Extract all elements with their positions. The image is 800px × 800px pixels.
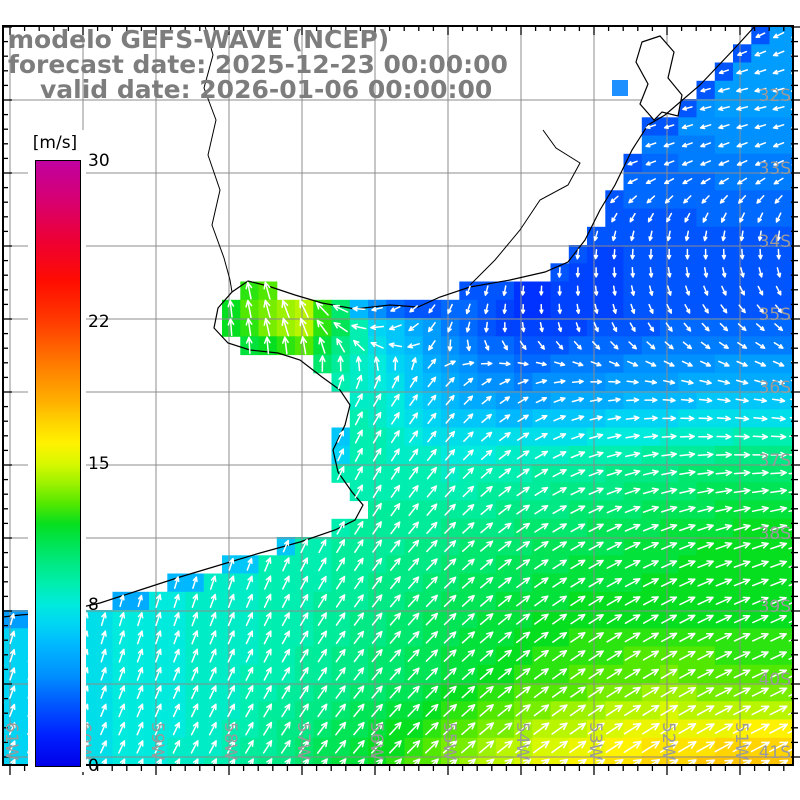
- svg-text:59W: 59W: [147, 722, 167, 761]
- svg-text:32S: 32S: [759, 86, 791, 106]
- colorbar-tick-label: 22: [88, 312, 110, 333]
- forecast-date-label: forecast date: 2025-12-23 00:00:00: [8, 50, 508, 79]
- colorbar-unit-label: [m/s]: [32, 133, 78, 153]
- svg-text:61W: 61W: [1, 722, 21, 761]
- svg-text:53W: 53W: [585, 722, 605, 761]
- svg-text:37S: 37S: [759, 451, 791, 471]
- svg-text:35S: 35S: [759, 305, 791, 325]
- colorbar-tick-label: 8: [88, 594, 99, 615]
- svg-text:57W: 57W: [293, 722, 313, 761]
- colorbar-tick-label: 30: [88, 151, 110, 171]
- model-title: modelo GEFS-WAVE (NCEP): [8, 25, 390, 54]
- svg-text:51W: 51W: [731, 722, 751, 761]
- map-frame-and-ticks: [2, 25, 800, 775]
- svg-text:54W: 54W: [512, 722, 532, 761]
- svg-text:52W: 52W: [658, 722, 678, 761]
- svg-text:33S: 33S: [759, 159, 791, 179]
- colorbar-legend: [m/s]: [28, 130, 86, 772]
- coastline-and-rivers: [2, 25, 756, 618]
- latlon-labels: 61W60W59W58W57W56W55W54W53W52W51W32S33S3…: [1, 86, 791, 763]
- svg-text:55W: 55W: [439, 722, 459, 761]
- colorbar-tick-label: 0: [88, 756, 99, 776]
- svg-text:41S: 41S: [759, 743, 791, 763]
- colorbar-gradient: [35, 160, 81, 767]
- svg-text:40S: 40S: [759, 670, 791, 690]
- svg-text:38S: 38S: [759, 524, 791, 544]
- svg-text:34S: 34S: [759, 232, 791, 252]
- svg-text:36S: 36S: [759, 378, 791, 398]
- svg-text:56W: 56W: [366, 722, 386, 761]
- valid-date-label: valid date: 2026-01-06 00:00:00: [40, 75, 493, 104]
- svg-text:58W: 58W: [220, 722, 240, 761]
- latlon-gridlines: [3, 26, 793, 765]
- svg-text:39S: 39S: [759, 597, 791, 617]
- colorbar-tick-label: 15: [88, 453, 110, 474]
